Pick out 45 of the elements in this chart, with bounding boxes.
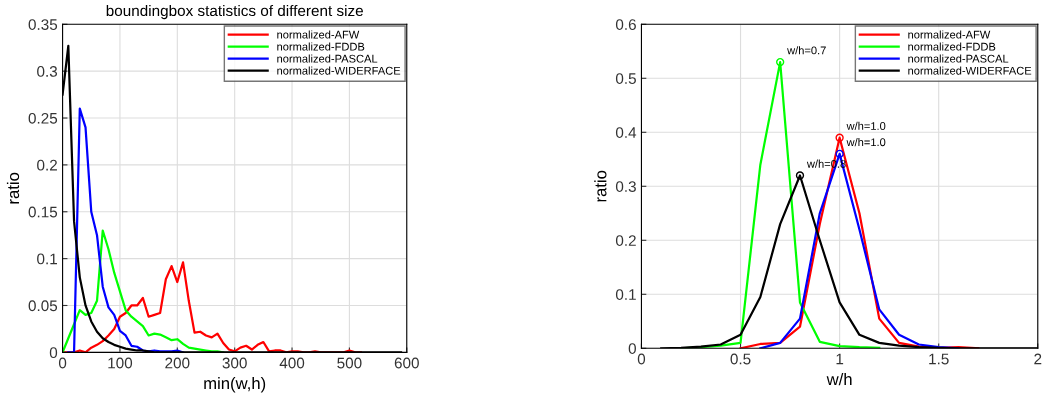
x-tick-label: 0 bbox=[58, 357, 67, 369]
y-tick-label: 0.2 bbox=[37, 159, 57, 171]
x-tick-label: 400 bbox=[279, 357, 305, 369]
legend-label: normalized-PASCAL bbox=[908, 54, 1009, 63]
y-tick-label: 0.3 bbox=[615, 181, 636, 192]
legend-label: normalized-PASCAL bbox=[277, 54, 378, 63]
x-tick-label: 100 bbox=[108, 357, 133, 369]
y-axis-title: ratio bbox=[594, 170, 607, 202]
point bbox=[795, 171, 805, 180]
legend-label: normalized-FDDB bbox=[908, 42, 996, 51]
x-axis-title: w/h bbox=[826, 372, 852, 386]
point bbox=[775, 57, 785, 67]
y-tick-label: 0.1 bbox=[37, 253, 57, 265]
x-tick-label: 600 bbox=[394, 357, 419, 369]
legend-label: normalized-WIDERFACE bbox=[908, 66, 1032, 75]
legend-label: normalized-AFW bbox=[908, 30, 991, 39]
legend-label: normalized-FDDB bbox=[277, 42, 365, 51]
x-tick-label: 0 bbox=[637, 353, 646, 365]
y-tick-label: 0.15 bbox=[28, 206, 58, 218]
y-axis-title: ratio bbox=[6, 172, 20, 204]
x-tick-label: 200 bbox=[165, 357, 190, 369]
x-tick-label: 2 bbox=[1034, 353, 1042, 365]
x-tick-label: 300 bbox=[222, 357, 247, 369]
annotation: w/h=1.0 bbox=[846, 137, 886, 147]
chart-title: boundingbox statistics of different size bbox=[106, 4, 363, 20]
y-tick-label: 0.1 bbox=[615, 289, 636, 300]
y-tick-label: 0.2 bbox=[615, 235, 636, 246]
y-tick-label: 0 bbox=[628, 343, 636, 354]
y-tick-label: 0.4 bbox=[615, 127, 637, 138]
x-tick-label: 1.5 bbox=[929, 353, 949, 365]
y-tick-label: 0.6 bbox=[615, 19, 636, 30]
y-tick-label: 0.35 bbox=[28, 19, 58, 30]
legend-label: normalized-AFW bbox=[277, 30, 360, 39]
x-tick-label: 1 bbox=[836, 353, 844, 365]
annotation: w/h=0.7 bbox=[787, 46, 826, 55]
x-tick-label: 0.5 bbox=[730, 353, 751, 365]
y-tick-label: 0.05 bbox=[28, 300, 58, 312]
y-tick-label: 0.3 bbox=[37, 66, 58, 77]
annotation: w/h=1.0 bbox=[846, 121, 886, 130]
y-tick-label: 0.25 bbox=[28, 112, 58, 124]
x-tick-label: 500 bbox=[337, 357, 362, 369]
point bbox=[835, 149, 844, 159]
x-axis-title: min(w,h) bbox=[204, 377, 266, 393]
y-tick-label: 0.5 bbox=[615, 73, 636, 84]
legend-label: normalized-WIDERFACE bbox=[277, 66, 401, 75]
